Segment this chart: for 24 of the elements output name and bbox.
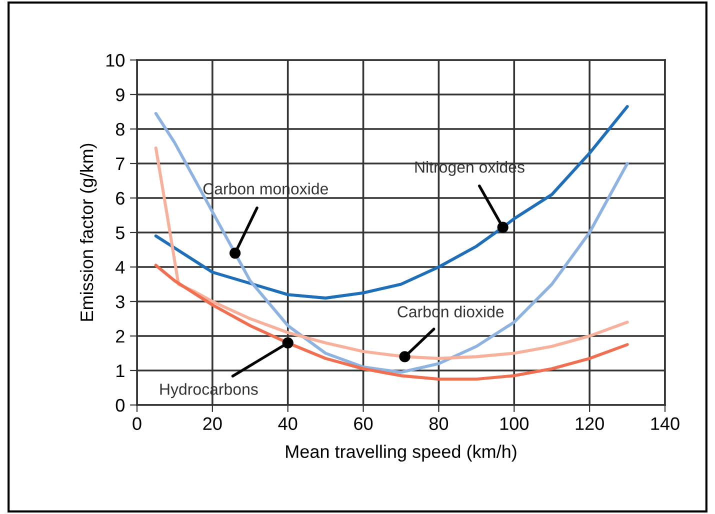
y-tick-label: 4: [116, 261, 125, 274]
line-series: [154, 112, 629, 374]
x-tick-label: 60: [354, 417, 373, 430]
y-tick-label: 0: [116, 398, 124, 412]
y-tick-label: 2: [116, 330, 124, 343]
x-tick-label: 80: [429, 417, 448, 430]
x-tick-label: 0: [132, 417, 142, 430]
line-series: [154, 264, 629, 381]
y-tick-label: 8: [116, 122, 124, 136]
y-tick-label: 9: [116, 88, 124, 102]
y-tick-label: 7: [116, 158, 124, 170]
line-series: [154, 105, 629, 300]
x-tick-label: 120: [576, 417, 604, 430]
y-tick-label: 10: [106, 54, 124, 67]
y-tick-label: 3: [116, 295, 124, 308]
y-tick-label: 5: [116, 226, 124, 240]
x-axis-title: Mean travelling speed (km/h): [286, 444, 516, 462]
x-tick-label: 100: [500, 417, 528, 430]
y-tick-label: 1: [116, 364, 124, 378]
y-tick-label: 6: [116, 192, 124, 205]
x-tick-label: 40: [278, 417, 298, 430]
y-axis-title: Emission factor (g/km): [80, 144, 97, 321]
x-tick-label: 140: [651, 417, 680, 430]
x-tick-label: 20: [203, 417, 222, 430]
